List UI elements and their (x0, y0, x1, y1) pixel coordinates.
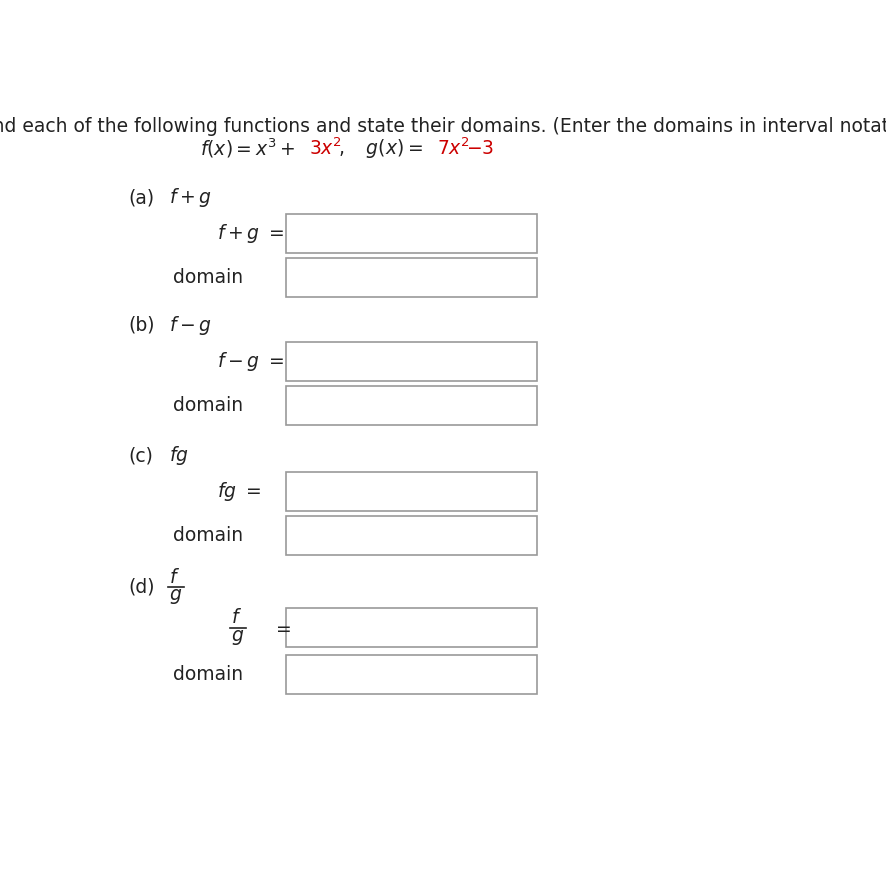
Text: Find each of the following functions and state their domains. (Enter the domains: Find each of the following functions and… (0, 117, 886, 136)
Text: $f + g$: $f + g$ (169, 186, 212, 209)
Text: $7x^2$: $7x^2$ (437, 138, 470, 159)
Text: $f - g\ =$: $f - g\ =$ (217, 350, 284, 373)
Text: $f + g\ =$: $f + g\ =$ (217, 223, 284, 245)
Text: domain: domain (173, 526, 243, 545)
Text: $=$: $=$ (272, 618, 291, 637)
Text: (b): (b) (128, 316, 154, 334)
Text: $f - g$: $f - g$ (169, 313, 212, 337)
Text: $f$: $f$ (169, 567, 180, 587)
Text: $,\quad g(x) = $: $,\quad g(x) = $ (338, 137, 422, 160)
FancyBboxPatch shape (286, 656, 537, 694)
Text: $fg\ =$: $fg\ =$ (217, 480, 261, 504)
Text: $g$: $g$ (231, 629, 244, 647)
Text: domain: domain (173, 268, 243, 287)
Text: $g$: $g$ (169, 587, 183, 606)
Text: $f$: $f$ (231, 608, 242, 627)
FancyBboxPatch shape (286, 342, 537, 381)
Text: domain: domain (173, 395, 243, 415)
Text: $fg$: $fg$ (169, 444, 189, 467)
FancyBboxPatch shape (286, 258, 537, 297)
FancyBboxPatch shape (286, 516, 537, 555)
Text: domain: domain (173, 665, 243, 684)
FancyBboxPatch shape (286, 472, 537, 512)
FancyBboxPatch shape (286, 386, 537, 425)
Text: $f(x) = x^3 + $: $f(x) = x^3 + $ (200, 137, 296, 161)
Text: (c): (c) (128, 446, 152, 465)
FancyBboxPatch shape (286, 608, 537, 647)
Text: (d): (d) (128, 577, 154, 596)
Text: $3x^2$: $3x^2$ (308, 138, 341, 159)
FancyBboxPatch shape (286, 215, 537, 253)
Text: $- 3$: $- 3$ (466, 139, 494, 158)
Text: (a): (a) (128, 188, 154, 207)
